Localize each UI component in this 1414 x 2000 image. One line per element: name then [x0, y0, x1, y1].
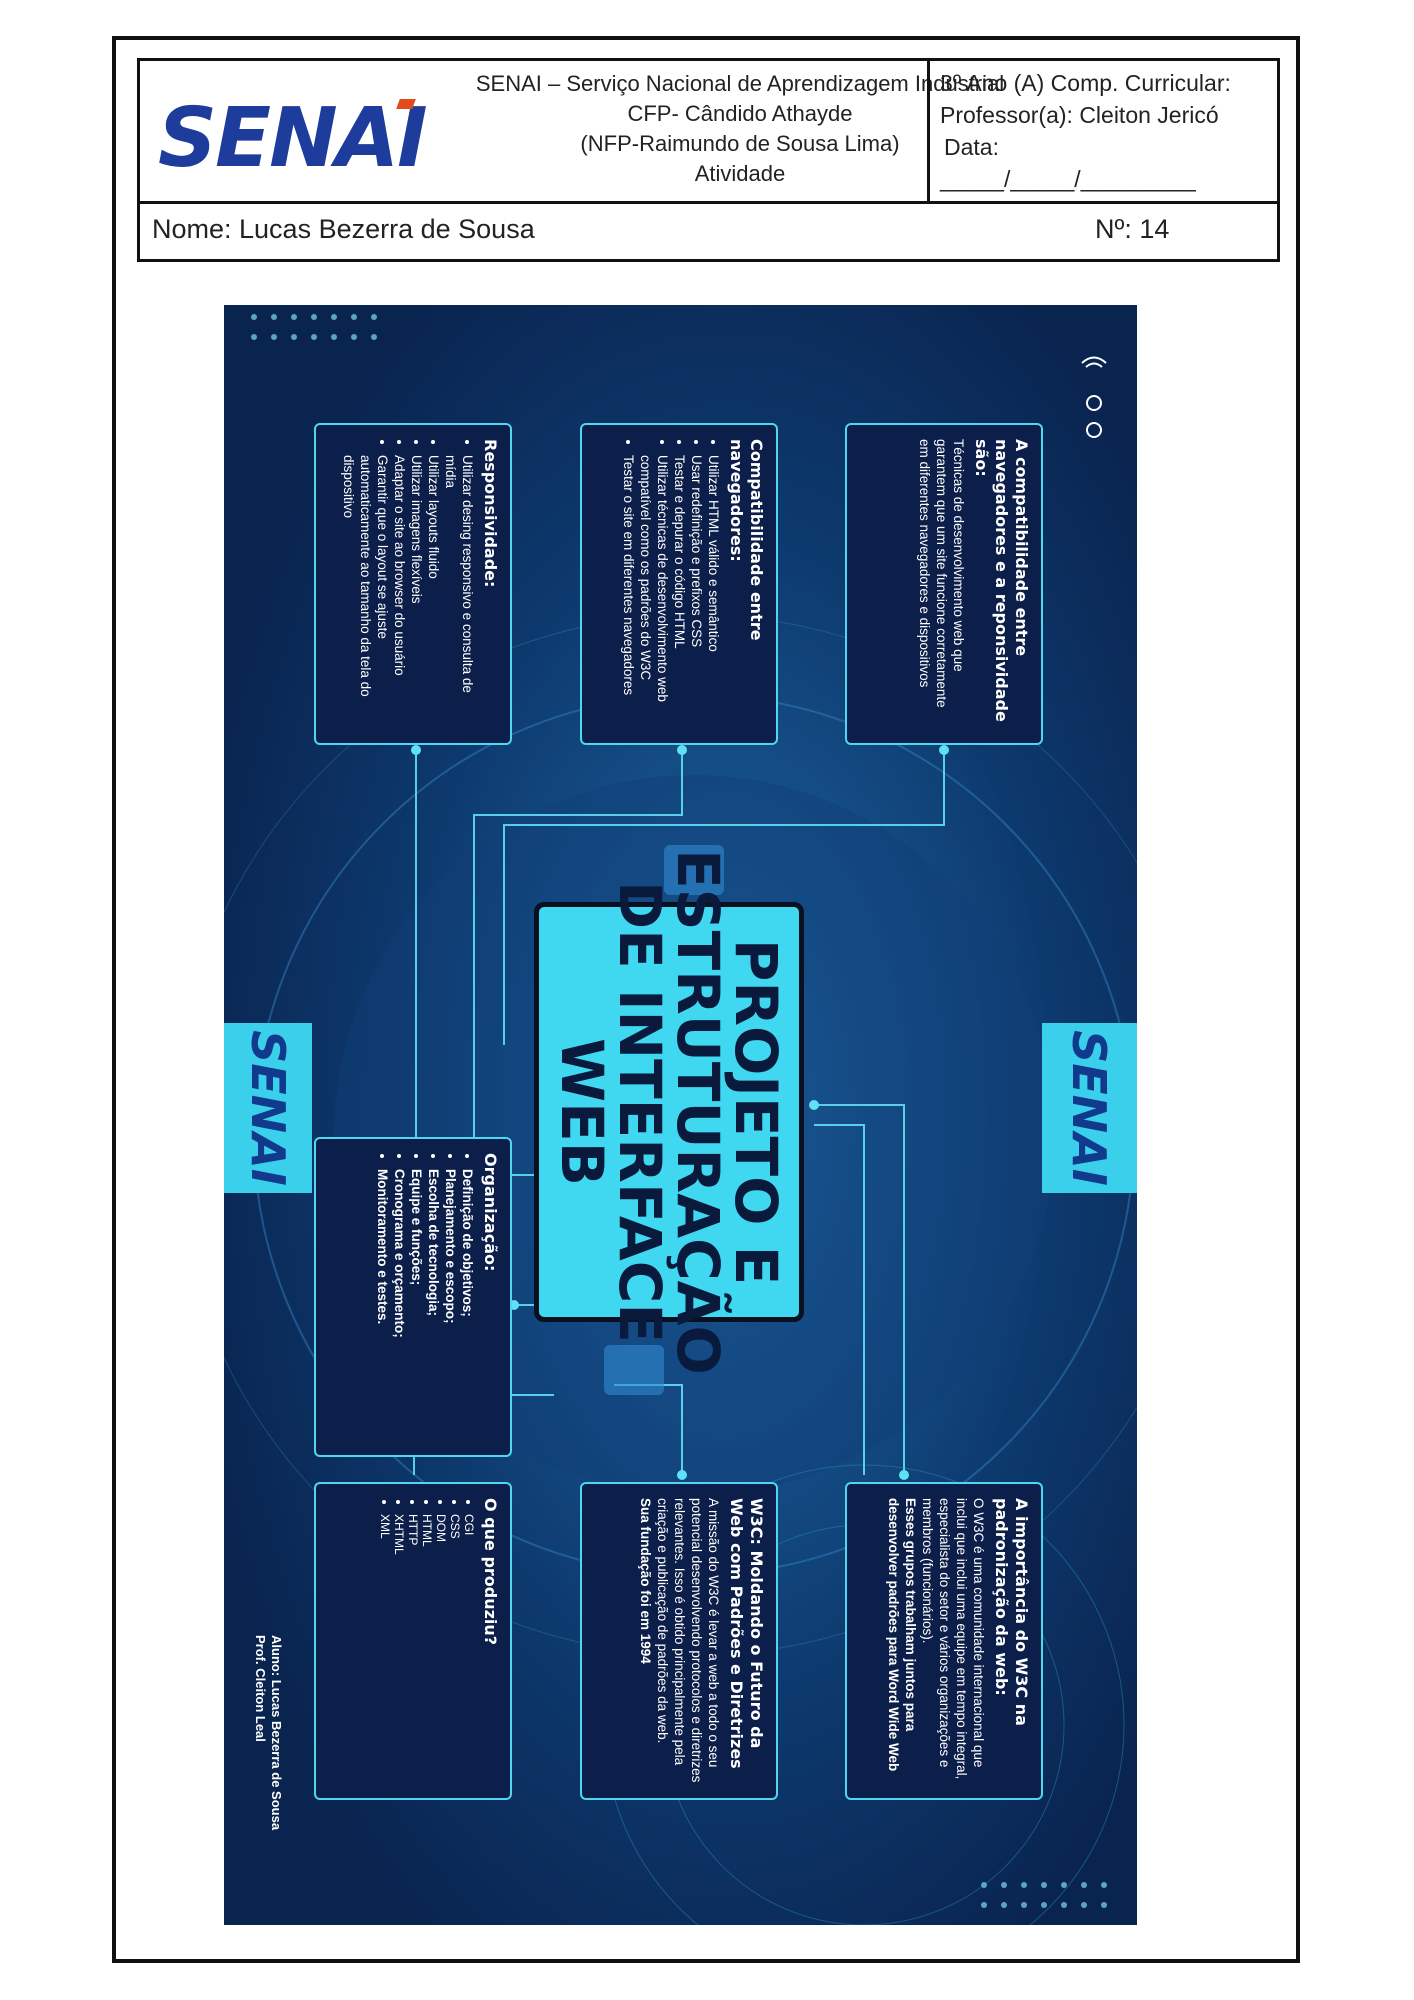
list-item: Utilizar imagens flexíveis	[408, 455, 425, 729]
card-compat-browsers-wrap: Compatibilidade entre navegadores: Utili…	[580, 423, 778, 745]
list-item: Testar o site em diferentes navegadores	[620, 455, 637, 729]
date-blank: _____/_____/_________	[940, 166, 1196, 192]
senai-tab-left: SENAI	[224, 1023, 312, 1193]
list-item: Equipe e funções;	[408, 1169, 425, 1441]
student-name: Nome: Lucas Bezerra de Sousa	[152, 214, 535, 244]
card-responsividade-wrap: Responsividade: Utilizar desing responsi…	[314, 423, 512, 745]
card-organizacao-wrap: Organização: Definição de objetivos; Pla…	[314, 1137, 512, 1457]
list-item: Testar e depurar o código HTML	[671, 455, 688, 729]
card-title: Responsividade:	[481, 439, 500, 588]
poster-credits: Aluno: Lucas Bezerra de Sousa Prof. Clei…	[252, 1635, 284, 1875]
card-body: A missão do W3C é levar a web a todo o s…	[655, 1498, 721, 1783]
list-item: Cronograma e orçamento;	[391, 1169, 408, 1441]
senai-tab-right-wrap: SENAI	[1042, 1023, 1137, 1193]
list-item: XHTML	[392, 1514, 406, 1784]
list-item: CSS	[448, 1514, 462, 1784]
senai-tab-right: SENAI	[1042, 1023, 1137, 1193]
list-item: Planejamento e escopo;	[442, 1169, 459, 1441]
card-organizacao: Organização: Definição de objetivos; Pla…	[314, 1137, 512, 1457]
card-body-bold: Esses grupos trabalham juntos para desen…	[886, 1498, 918, 1772]
institution-line: SENAI – Serviço Nacional de Aprendizagem…	[475, 71, 1005, 96]
institution-line: (NFP-Raimundo de Sousa Lima)	[580, 131, 900, 156]
list-item: CGI	[462, 1514, 476, 1784]
institution-line: CFP- Cândido Athayde	[627, 101, 853, 126]
credit-line: Aluno: Lucas Bezerra de Sousa	[269, 1635, 284, 1831]
list-item: Monitoramento e testes.	[374, 1169, 391, 1441]
poster-icons	[1081, 356, 1107, 438]
student-number: Nº: 14	[1095, 214, 1170, 244]
course-info: 3º Ano (A) Comp. Curricular: Professor(a…	[927, 61, 1280, 201]
card-title: Organização:	[481, 1153, 500, 1272]
card-list: Definição de objetivos; Planejamento e e…	[374, 1153, 476, 1441]
card-title: A importância do W3C na padronização da …	[992, 1498, 1031, 1726]
list-item: DOM	[434, 1514, 448, 1784]
card-produzir-wrap: O que produziu? CGI CSS DOM HTML HTTP XH…	[314, 1482, 512, 1800]
card-responsividade: Responsividade: Utilizar desing responsi…	[314, 423, 512, 745]
date-label: Data:	[944, 134, 999, 160]
card-body-bold: Sua fundação foi em 1994	[638, 1498, 653, 1664]
card-title: W3C: Moldando o Futuro da Web com Padrõe…	[727, 1498, 766, 1769]
senai-tab-left-wrap: SENAI	[224, 1023, 312, 1193]
card-w3c-futuro-wrap: W3C: Moldando o Futuro da Web com Padrõe…	[580, 1482, 778, 1800]
header-top-row: SENAI SENAI – Serviço Nacional de Aprend…	[140, 61, 1277, 204]
institution-line: Atividade	[694, 161, 786, 186]
professor-label: Professor(a): Cleiton Jericó	[940, 102, 1219, 128]
card-title: Compatibilidade entre navegadores:	[727, 439, 766, 641]
list-item: XML	[378, 1514, 392, 1784]
logo-text: SENAI	[158, 91, 428, 186]
list-item: Utilizar desing responsivo e consulta de…	[442, 455, 476, 729]
list-item: Adaptar o site ao browser do usuário	[391, 455, 408, 729]
card-compat-intro-wrap: A compatibilidade entre navegadores e a …	[845, 423, 1043, 745]
list-item: HTTP	[406, 1514, 420, 1784]
card-w3c-importancia: A importância do W3C na padronização da …	[845, 1482, 1043, 1800]
header-bottom-row: Nome: Lucas Bezerra de Sousa Nº: 14	[140, 202, 1277, 262]
mindmap-poster: A compatibilidade entre navegadores e a …	[224, 305, 1137, 1925]
page-border	[112, 36, 1300, 1963]
credit-line: Prof. Cleiton Leal	[253, 1635, 268, 1742]
card-w3c-futuro: W3C: Moldando o Futuro da Web com Padrõe…	[580, 1482, 778, 1800]
list-item: Definição de objetivos;	[459, 1169, 476, 1441]
card-title: O que produziu?	[481, 1498, 500, 1646]
card-body: Técnicas de desenvolvimento web que gara…	[917, 439, 966, 708]
card-body: O W3C é uma comunidade internacional que…	[920, 1498, 986, 1780]
course-label: 3º Ano (A) Comp. Curricular:	[940, 70, 1231, 96]
list-item: Garantir que o layout se ajuste automati…	[340, 455, 391, 729]
card-list: CGI CSS DOM HTML HTTP XHTML XML	[378, 1498, 476, 1784]
card-title: A compatibilidade entre navegadores e a …	[972, 439, 1031, 722]
list-item: Utilizar HTML válido e semântico	[705, 455, 722, 729]
list-item: HTML	[420, 1514, 434, 1784]
card-produzir: O que produziu? CGI CSS DOM HTML HTTP XH…	[314, 1482, 512, 1800]
list-item: Utilizar layouts fluido	[425, 455, 442, 729]
card-w3c-importancia-wrap: A importância do W3C na padronização da …	[845, 1482, 1043, 1800]
card-compat-browsers: Compatibilidade entre navegadores: Utili…	[580, 423, 778, 745]
poster-title: PROJETO E ESTRUTURAÇÃO DE INTERFACE WEB	[534, 849, 804, 1375]
document-header: SENAI SENAI – Serviço Nacional de Aprend…	[137, 58, 1280, 262]
card-list: Utilizar HTML válido e semântico Usar re…	[620, 439, 722, 729]
list-item: Utilizar técnicas de desenvolvimento web…	[637, 455, 671, 729]
card-compat-intro: A compatibilidade entre navegadores e a …	[845, 423, 1043, 745]
list-item: Usar redefinição e prefixos CSS	[688, 455, 705, 729]
poster-credits-wrap: Aluno: Lucas Bezerra de Sousa Prof. Clei…	[252, 1635, 284, 1875]
card-list: Utilizar desing responsivo e consulta de…	[340, 439, 476, 729]
list-item: Escolha de tecnologia;	[425, 1169, 442, 1441]
institution-info: SENAI – Serviço Nacional de Aprendizagem…	[410, 69, 1070, 189]
senai-logo: SENAI	[158, 89, 428, 189]
poster-title-wrap: PROJETO E ESTRUTURAÇÃO DE INTERFACE WEB	[534, 849, 804, 1375]
